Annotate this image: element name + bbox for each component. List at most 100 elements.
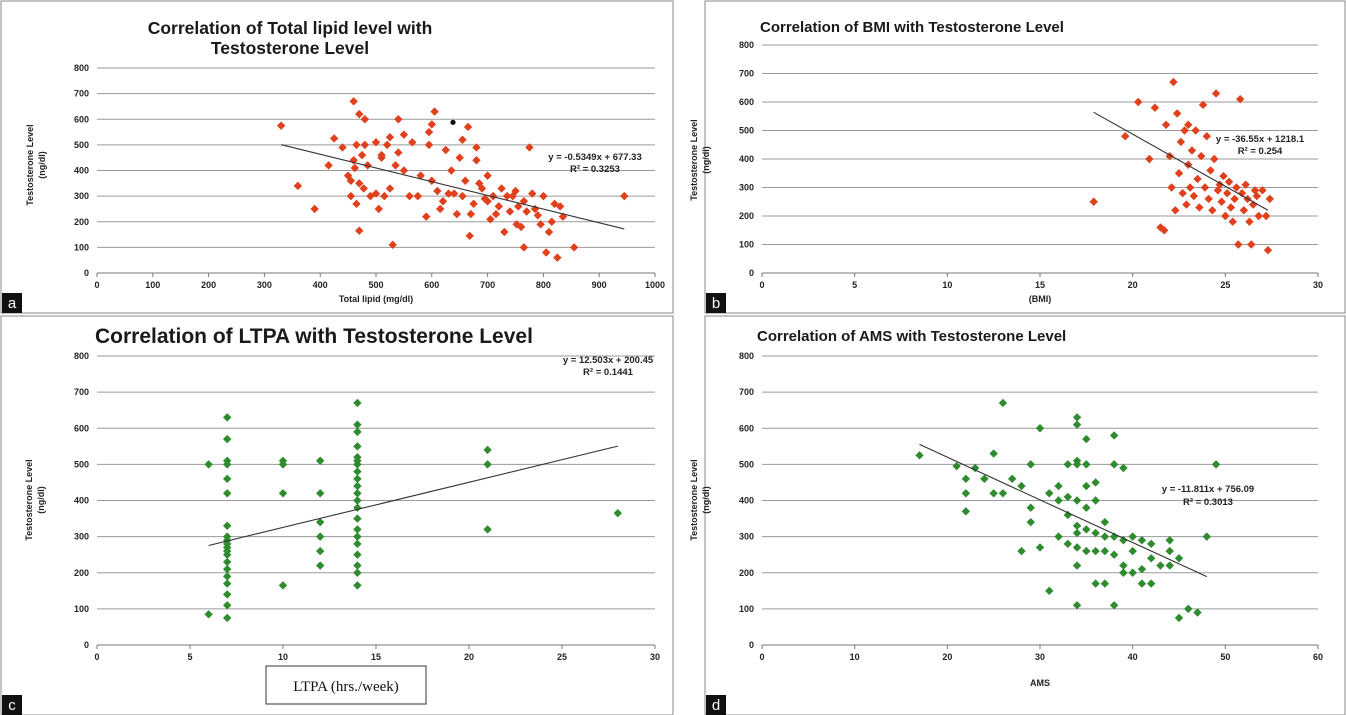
x-tick-label: 15 [371, 652, 381, 662]
data-point [1100, 517, 1110, 527]
data-point [377, 150, 386, 160]
y-tick-label: 700 [74, 387, 89, 397]
y-axis-label: (ng/dl) [36, 486, 46, 514]
data-point [1128, 546, 1137, 556]
data-point [355, 226, 364, 235]
data-point [223, 564, 232, 574]
data-point [1254, 211, 1263, 221]
data-point [346, 176, 356, 185]
data-point [1200, 183, 1210, 192]
x-tick-label: 20 [1128, 280, 1138, 290]
r-squared: R² = 0.3253 [570, 164, 620, 175]
x-tick-label: 15 [1035, 280, 1045, 290]
x-tick-label: 30 [1313, 280, 1323, 290]
x-tick-label: 200 [201, 280, 216, 290]
data-point [352, 140, 361, 150]
data-point [1147, 579, 1156, 588]
data-point [512, 220, 521, 229]
data-point [353, 460, 362, 469]
data-point [359, 184, 368, 193]
data-point [1063, 492, 1072, 502]
data-point [276, 121, 286, 130]
x-tick-label: 0 [94, 280, 99, 290]
data-point [1234, 240, 1243, 249]
data-point [316, 561, 325, 570]
data-point [1261, 211, 1271, 221]
y-tick-label: 200 [739, 211, 754, 221]
data-point [1222, 189, 1232, 198]
data-point [1091, 546, 1100, 556]
data-point [1230, 194, 1239, 204]
data-point [494, 202, 503, 211]
x-tick-label: 40 [1128, 652, 1138, 662]
data-point [1072, 528, 1082, 538]
data-point [539, 191, 548, 201]
data-point [1089, 197, 1098, 206]
data-point [452, 209, 462, 219]
data-point [353, 398, 362, 408]
data-point [1082, 460, 1091, 469]
trend-line [919, 443, 1208, 578]
data-point [1159, 226, 1169, 235]
data-point [502, 191, 512, 201]
data-point [223, 460, 232, 469]
data-point [1204, 194, 1213, 204]
chart-panel-a: 0 100 200 300 400 500 600 700 800 0 100 200 300 400 50… [0, 0, 674, 314]
data-point [433, 186, 442, 196]
y-tick-label: 500 [74, 140, 89, 150]
x-tick-label: 5 [187, 652, 192, 662]
data-point [998, 489, 1008, 498]
y-tick-label: 500 [739, 126, 754, 136]
data-point [497, 184, 506, 193]
data-point [204, 610, 213, 619]
x-tick-label: 700 [480, 280, 495, 290]
x-axis-label: Total lipid (mg/dl) [339, 294, 413, 304]
data-point [620, 191, 629, 201]
x-tick-label: 25 [557, 652, 567, 662]
data-point [1235, 94, 1245, 104]
x-tick-label: 0 [759, 652, 764, 662]
y-axis-label: Testosterone Level [24, 459, 34, 540]
trend-line [208, 445, 618, 547]
data-point [989, 449, 998, 458]
data-point [353, 532, 362, 541]
data-point-dark [450, 119, 456, 125]
data-point [316, 517, 325, 527]
data-point [961, 474, 971, 484]
y-tick-label: 0 [749, 640, 754, 650]
data-point [223, 613, 232, 623]
data-point [353, 561, 362, 570]
data-point [1072, 460, 1082, 469]
panel-letter-box [706, 293, 726, 313]
data-point [1054, 481, 1063, 491]
y-tick-label: 200 [74, 217, 89, 227]
data-point [1109, 460, 1119, 469]
data-point [1147, 554, 1156, 563]
y-tick-label: 100 [74, 242, 89, 252]
data-point [1174, 554, 1184, 563]
data-point [1137, 564, 1147, 574]
data-point [1121, 132, 1130, 141]
data-point [1176, 137, 1186, 147]
data-point [980, 474, 989, 484]
data-point [353, 525, 362, 534]
data-point [353, 420, 362, 429]
data-point [223, 489, 232, 498]
data-point [338, 143, 347, 152]
data-point [416, 171, 425, 180]
x-tick-label: 25 [1220, 280, 1230, 290]
data-point [223, 434, 232, 444]
data-point [1026, 460, 1035, 469]
data-point [353, 467, 362, 476]
data-point [1185, 183, 1195, 192]
data-point [480, 194, 490, 203]
x-tick-label: 800 [536, 280, 551, 290]
panel-letter-box [2, 293, 22, 313]
data-point [1169, 77, 1178, 87]
data-point [204, 460, 213, 469]
data-point [491, 209, 501, 219]
data-point [1191, 126, 1200, 135]
chart-title: Correlation of BMI with Testosterone Lev… [760, 19, 1064, 36]
data-point [1045, 586, 1054, 596]
data-point [1174, 613, 1184, 623]
